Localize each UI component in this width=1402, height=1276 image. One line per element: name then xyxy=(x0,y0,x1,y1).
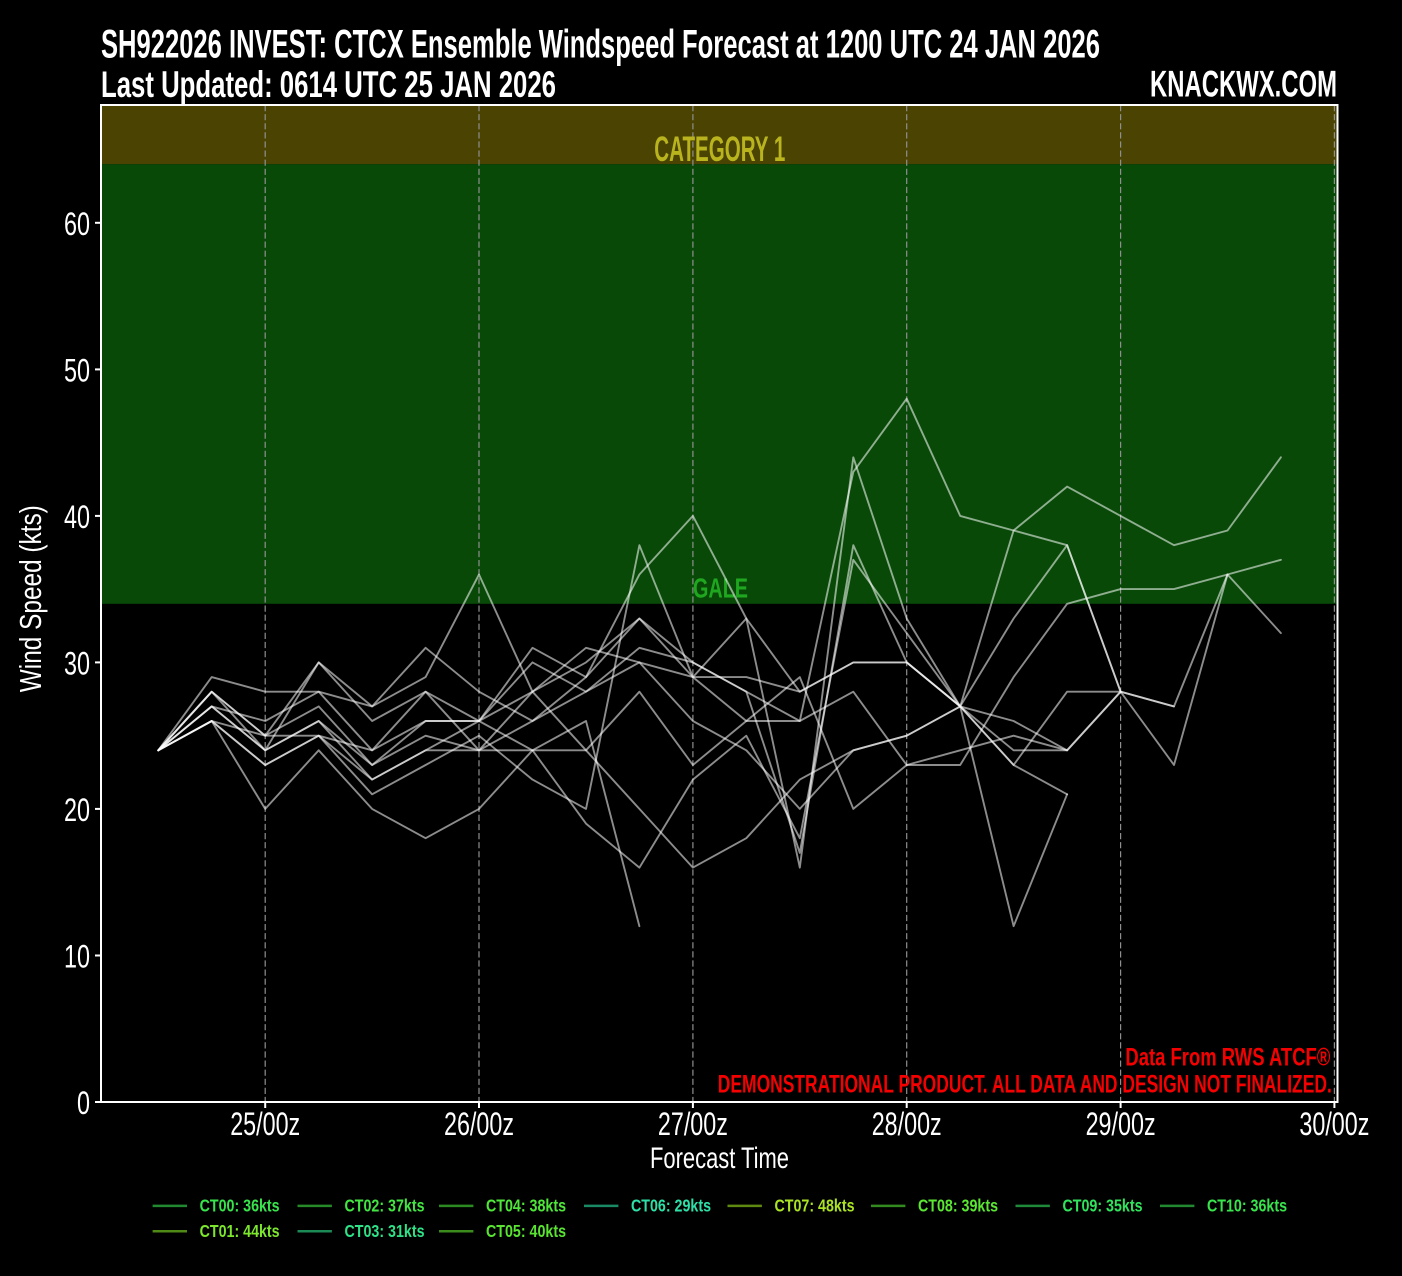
svg-text:60: 60 xyxy=(64,206,90,242)
svg-text:50: 50 xyxy=(64,352,90,388)
svg-text:CT03: 31kts: CT03: 31kts xyxy=(345,1221,425,1241)
svg-text:KNACKWX.COM: KNACKWX.COM xyxy=(1150,64,1337,105)
svg-text:DEMONSTRATIONAL PRODUCT. ALL D: DEMONSTRATIONAL PRODUCT. ALL DATA AND DE… xyxy=(718,1070,1332,1098)
svg-text:CT07: 48kts: CT07: 48kts xyxy=(775,1196,855,1216)
svg-text:28/00z: 28/00z xyxy=(872,1106,942,1142)
svg-text:CATEGORY 1: CATEGORY 1 xyxy=(654,130,785,169)
svg-text:26/00z: 26/00z xyxy=(444,1106,514,1142)
svg-text:25/00z: 25/00z xyxy=(230,1106,300,1142)
svg-text:30: 30 xyxy=(64,645,90,681)
svg-text:GALE: GALE xyxy=(693,572,748,603)
svg-text:20: 20 xyxy=(64,792,90,828)
svg-text:0: 0 xyxy=(77,1085,90,1121)
svg-text:CT06: 29kts: CT06: 29kts xyxy=(631,1196,711,1216)
svg-text:Wind Speed (kts): Wind Speed (kts) xyxy=(13,505,48,692)
svg-text:10: 10 xyxy=(64,939,90,975)
svg-text:40: 40 xyxy=(64,499,90,535)
svg-text:Forecast Time: Forecast Time xyxy=(650,1142,789,1175)
svg-text:CT05: 40kts: CT05: 40kts xyxy=(486,1221,566,1241)
svg-text:CT08: 39kts: CT08: 39kts xyxy=(918,1196,998,1216)
svg-text:Last Updated: 0614 UTC 25 JAN: Last Updated: 0614 UTC 25 JAN 2026 xyxy=(101,64,556,105)
svg-text:CT09: 35kts: CT09: 35kts xyxy=(1063,1196,1143,1216)
svg-text:Data From RWS ATCF®: Data From RWS ATCF® xyxy=(1125,1044,1330,1072)
svg-text:CT02: 37kts: CT02: 37kts xyxy=(345,1196,425,1216)
svg-text:CT10: 36kts: CT10: 36kts xyxy=(1207,1196,1287,1216)
svg-text:CT00: 36kts: CT00: 36kts xyxy=(200,1196,280,1216)
svg-text:27/00z: 27/00z xyxy=(658,1106,728,1142)
svg-text:SH922026 INVEST: CTCX Ensemble: SH922026 INVEST: CTCX Ensemble Windspeed… xyxy=(101,23,1100,67)
svg-text:29/00z: 29/00z xyxy=(1086,1106,1156,1142)
svg-text:CT01: 44kts: CT01: 44kts xyxy=(200,1221,280,1241)
svg-text:CT04: 38kts: CT04: 38kts xyxy=(486,1196,566,1216)
svg-text:30/00z: 30/00z xyxy=(1299,1106,1369,1142)
